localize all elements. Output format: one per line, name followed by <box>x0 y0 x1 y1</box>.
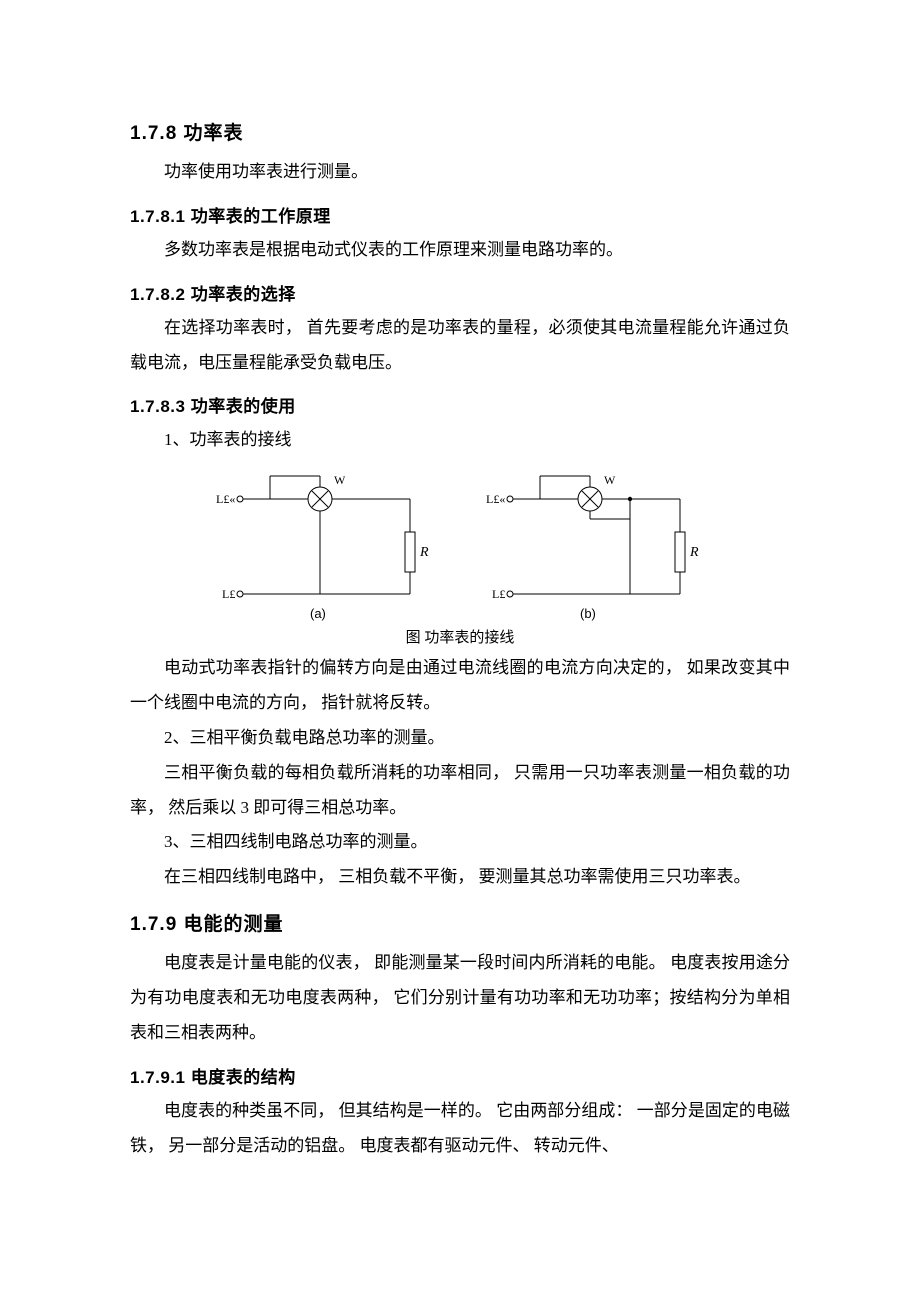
heading-1782: 1.7.8.2 功率表的选择 <box>130 280 790 305</box>
svg-text:L£: L£ <box>492 587 505 601</box>
svg-text:(a): (a) <box>310 606 326 621</box>
list-item-3: 3、三相四线制电路总功率的测量。 <box>130 825 790 860</box>
para-1783-afterfig: 电动式功率表指针的偏转方向是由通过电流线圈的电流方向决定的， 如果改变其中一个线… <box>130 651 790 721</box>
figure-row: L£« L£ W R (a) L£« L£ W R (b) <box>210 464 710 624</box>
para-1783-3: 在三相四线制电路中， 三相负载不平衡， 要测量其总功率需使用三只功率表。 <box>130 860 790 895</box>
svg-text:R: R <box>689 545 699 560</box>
heading-1781: 1.7.8.1 功率表的工作原理 <box>130 202 790 227</box>
circuit-diagram-b: L£« L£ W R (b) <box>480 464 710 624</box>
svg-text:L£: L£ <box>222 587 235 601</box>
circuit-diagram-a: L£« L£ W R (a) <box>210 464 440 624</box>
list-item-1: 1、功率表的接线 <box>130 423 790 458</box>
figure-wattmeter-wiring: L£« L£ W R (a) L£« L£ W R (b) 图 功率表的接线 <box>130 464 790 647</box>
svg-text:L£«: L£« <box>486 492 505 506</box>
heading-179: 1.7.9 电能的测量 <box>130 909 790 936</box>
para-179-intro: 电度表是计量电能的仪表， 即能测量某一段时间内所消耗的电能。 电度表按用途分为有… <box>130 946 790 1051</box>
svg-text:R: R <box>419 545 429 560</box>
list-item-2: 2、三相平衡负载电路总功率的测量。 <box>130 721 790 756</box>
heading-1783: 1.7.8.3 功率表的使用 <box>130 392 790 417</box>
svg-text:W: W <box>604 473 616 487</box>
heading-178: 1.7.8 功率表 <box>130 118 790 145</box>
svg-text:W: W <box>334 473 346 487</box>
document-page: 1.7.8 功率表 功率使用功率表进行测量。 1.7.8.1 功率表的工作原理 … <box>0 0 920 1302</box>
svg-text:L£«: L£« <box>216 492 235 506</box>
figure-caption: 图 功率表的接线 <box>406 626 515 647</box>
para-1781-1: 多数功率表是根据电动式仪表的工作原理来测量电路功率的。 <box>130 233 790 268</box>
heading-1791: 1.7.9.1 电度表的结构 <box>130 1063 790 1088</box>
svg-text:(b): (b) <box>580 606 596 621</box>
para-1783-2: 三相平衡负载的每相负载所消耗的功率相同， 只需用一只功率表测量一相负载的功率， … <box>130 756 790 826</box>
para-178-intro: 功率使用功率表进行测量。 <box>130 155 790 190</box>
para-1791-1: 电度表的种类虽不同， 但其结构是一样的。 它由两部分组成： 一部分是固定的电磁铁… <box>130 1094 790 1164</box>
para-1782-1: 在选择功率表时， 首先要考虑的是功率表的量程，必须使其电流量程能允许通过负载电流… <box>130 311 790 381</box>
